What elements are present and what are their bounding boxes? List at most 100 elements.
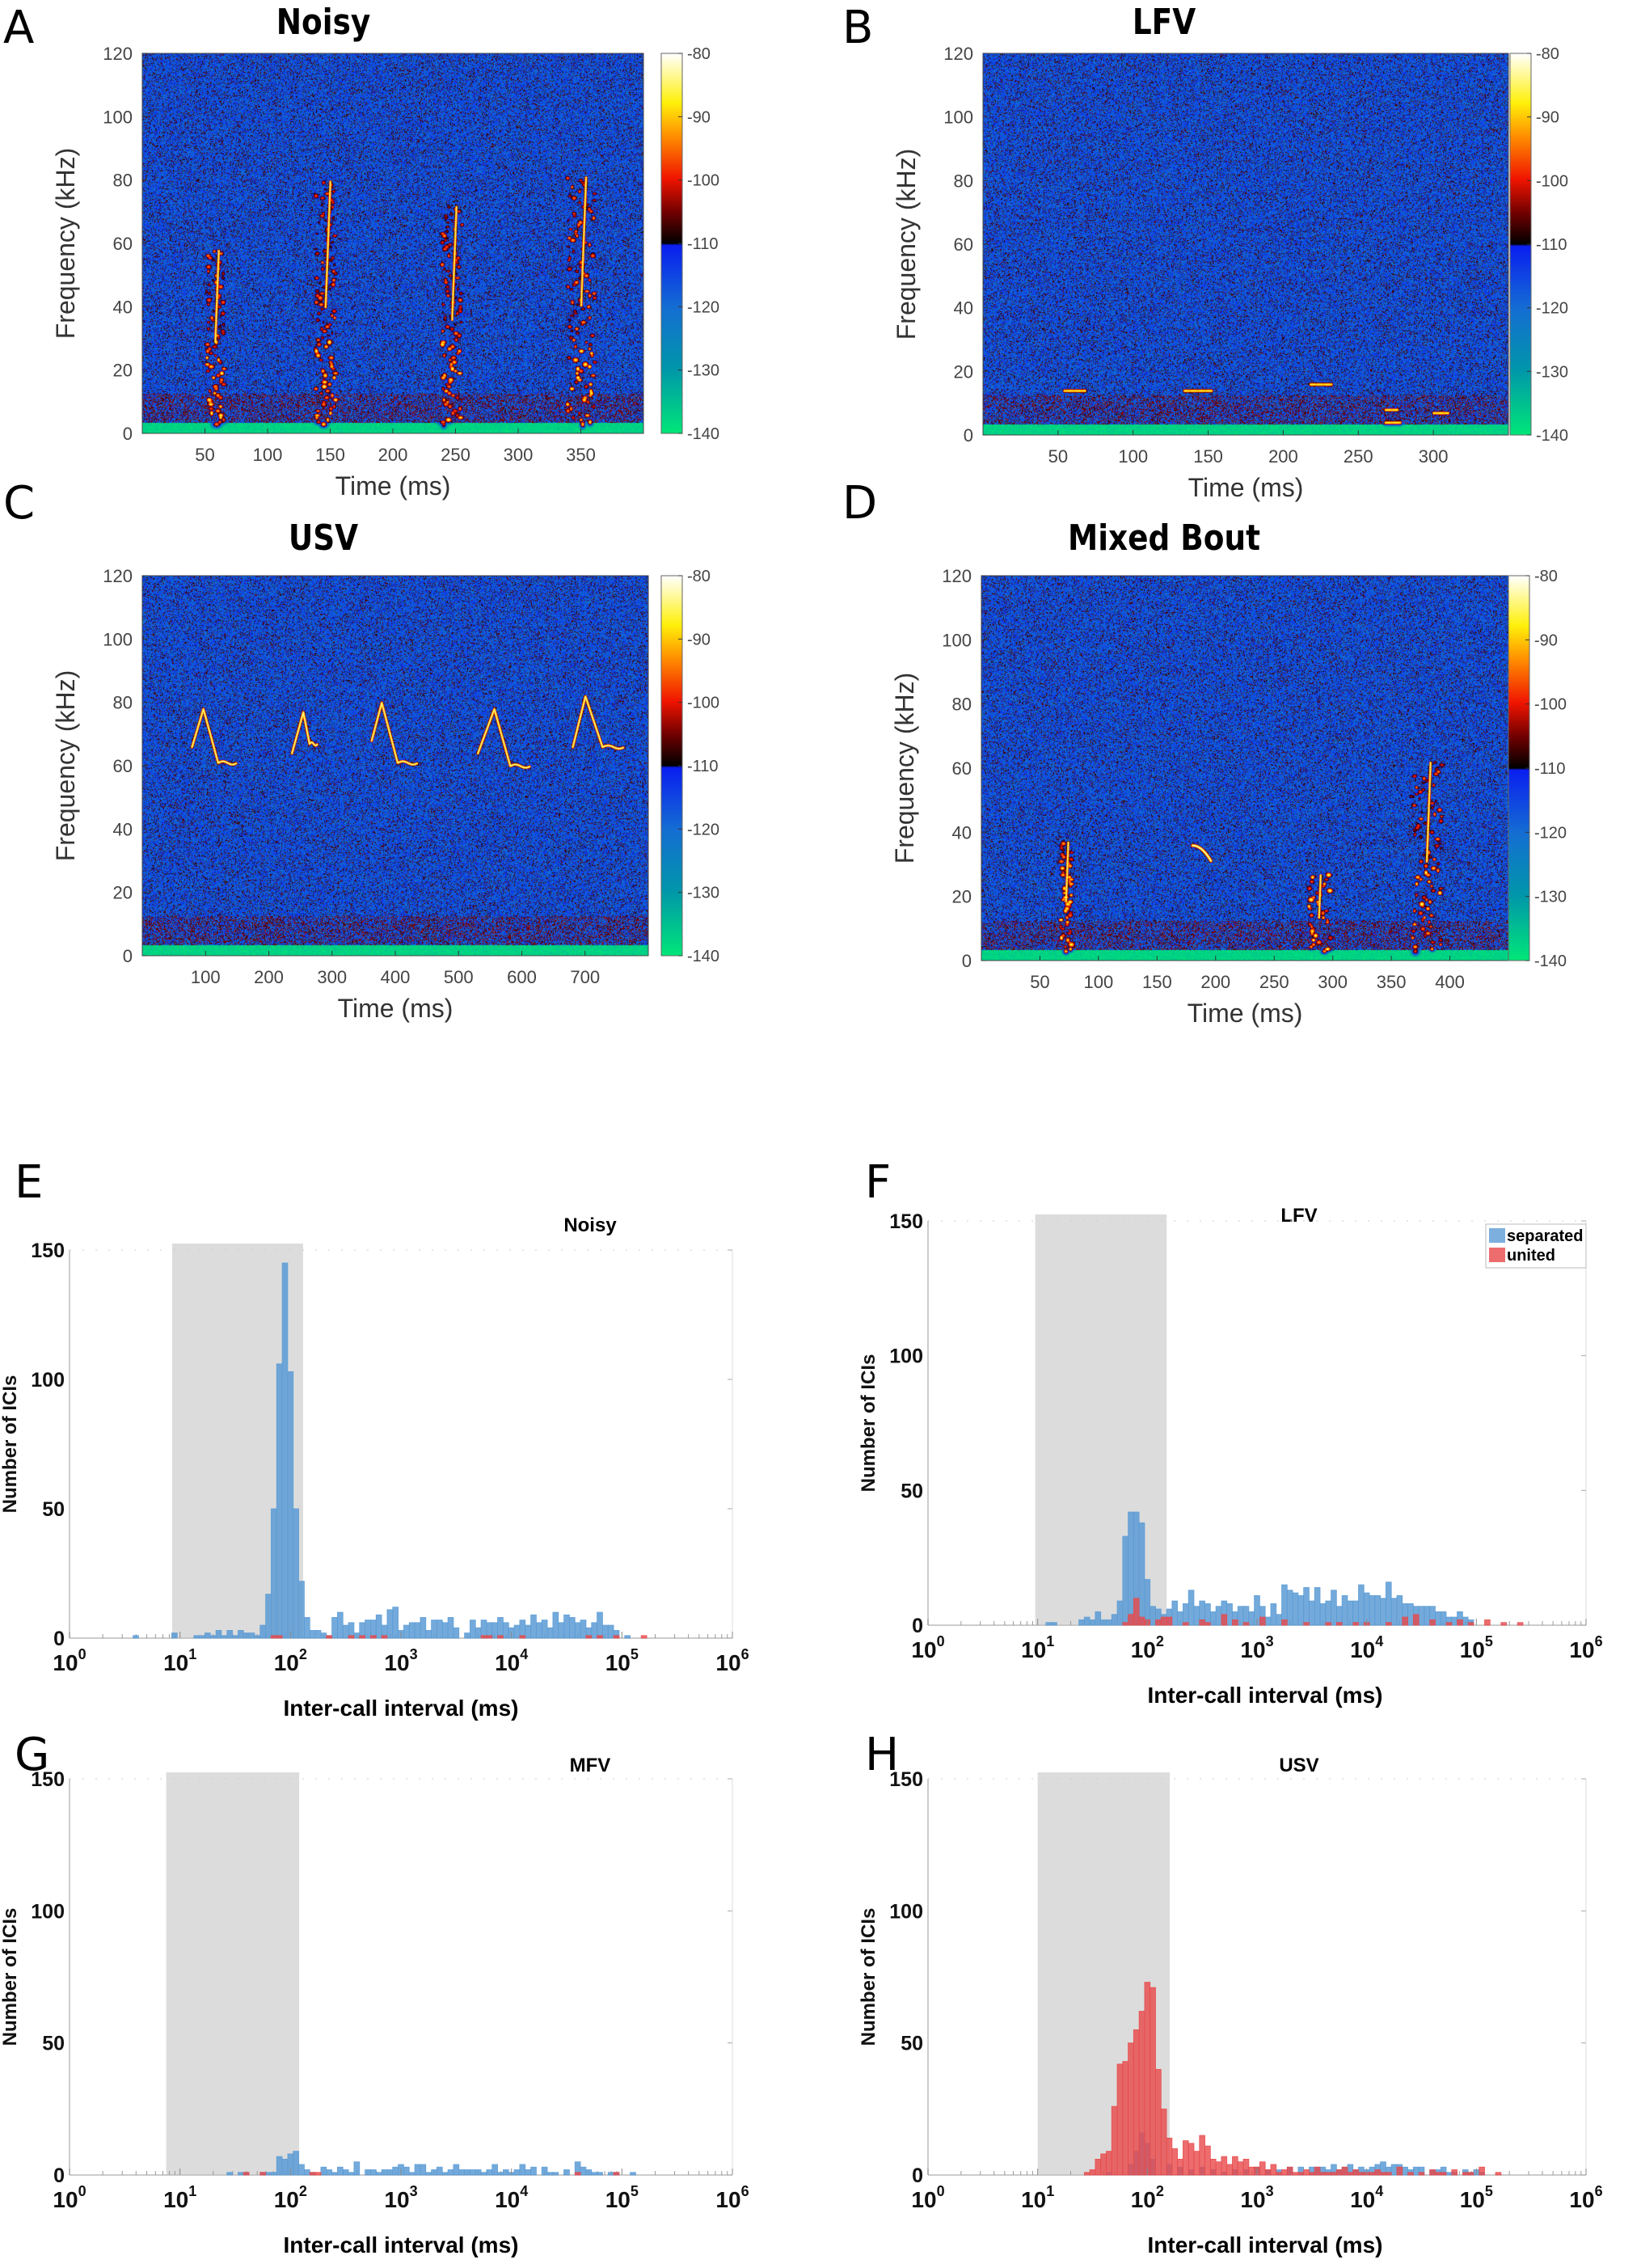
- histogram-bar: [640, 1635, 648, 1639]
- panel-letter: B: [842, 2, 874, 54]
- histogram-bar: [1347, 2172, 1354, 2176]
- histogram-bar: [1166, 2164, 1173, 2176]
- histogram-bar: [1429, 1606, 1436, 1626]
- histogram-bar: [1341, 2166, 1348, 2176]
- histogram-bar: [574, 2172, 581, 2176]
- x-tick-label: 105: [605, 1646, 639, 1675]
- histogram-bar: [1209, 2158, 1217, 2176]
- histogram-bar: [1462, 2172, 1469, 2176]
- histogram-bar: [441, 1622, 449, 1639]
- histogram-bar: [1363, 1622, 1370, 1626]
- y-tick-label: 80: [954, 171, 973, 191]
- histogram-bar: [1106, 2151, 1112, 2176]
- histogram-bar: [591, 1622, 597, 1639]
- y-tick-label: 80: [113, 693, 133, 713]
- histogram-bar: [1281, 1584, 1288, 1626]
- colorbar-tick-label: -140: [1536, 427, 1568, 445]
- histogram-bar: [1221, 2156, 1228, 2176]
- histogram-bar: [464, 1632, 470, 1639]
- y-axis-label: Frequency (kHz): [51, 670, 80, 862]
- x-axis-label: Inter-call interval (ms): [1148, 2232, 1383, 2257]
- histogram-bar: [1402, 1616, 1408, 1626]
- histogram-bar: [276, 1635, 283, 1639]
- x-tick-label: 250: [1344, 446, 1373, 467]
- histogram-bar: [1358, 2172, 1365, 2176]
- histogram-bar: [1303, 1586, 1310, 1626]
- histogram-bar: [1122, 1622, 1128, 1626]
- histogram-bar: [519, 1620, 526, 1639]
- histogram-bar: [1440, 2166, 1447, 2176]
- histogram-bar: [226, 2172, 233, 2176]
- histogram-bar: [563, 2169, 570, 2176]
- x-tick-label: 100: [253, 445, 283, 465]
- histogram-bar: [314, 2172, 322, 2176]
- x-tick-label: 50: [1048, 446, 1068, 467]
- histogram-bar: [464, 2169, 470, 2176]
- histogram-bar: [1177, 2166, 1183, 2176]
- y-tick-label: 120: [103, 44, 133, 64]
- histogram-bar: [271, 1508, 277, 1639]
- x-tick-label: 102: [274, 1646, 307, 1675]
- histogram-bar: [1407, 1603, 1414, 1626]
- y-tick-label: 50: [901, 2033, 923, 2055]
- histogram-bar: [276, 1363, 283, 1639]
- histogram-bar: [326, 2169, 332, 2176]
- histogram-bar: [425, 1630, 432, 1639]
- y-tick-label: 50: [42, 1498, 65, 1521]
- colorbar-tick-label: -90: [1536, 109, 1559, 127]
- panel-letter: C: [3, 477, 36, 530]
- histogram-bar: [359, 1622, 365, 1639]
- histogram-bar: [1319, 2166, 1327, 2176]
- histogram-bar: [1462, 2169, 1469, 2176]
- histogram-bar: [525, 1624, 531, 1639]
- histogram-bar: [1128, 2164, 1134, 2176]
- x-tick-label: 250: [1259, 972, 1289, 992]
- histogram-bar: [1204, 1603, 1211, 1626]
- colorbar-tick-label: -100: [1534, 696, 1567, 714]
- histogram-bar: [1242, 2169, 1250, 2176]
- panel-letter: H: [865, 1729, 900, 1781]
- histogram-bar: [1259, 2161, 1266, 2176]
- histogram-bar: [232, 1635, 238, 1639]
- series-united: [1083, 1982, 1502, 2176]
- colorbar-tick-label: -120: [1534, 824, 1567, 842]
- histogram-bar: [1111, 2105, 1118, 2176]
- y-axis-label: Number of ICIs: [858, 1908, 880, 2046]
- series-united: [1122, 1598, 1524, 1626]
- histogram-bar: [1183, 1622, 1189, 1626]
- histogram-bar: [1352, 2169, 1359, 2176]
- y-tick-label: 60: [952, 758, 972, 779]
- y-tick-label: 0: [964, 425, 973, 446]
- histogram-bar: [392, 1607, 399, 1639]
- x-tick-label: 200: [378, 445, 408, 465]
- x-tick-label: 350: [566, 445, 596, 465]
- histogram-bar: [381, 1635, 388, 1639]
- histogram-bar: [1407, 2169, 1414, 2176]
- colorbar-tick-label: -130: [687, 362, 719, 380]
- histogram-bar: [1451, 2172, 1457, 2176]
- histogram-bar: [326, 1635, 332, 1639]
- histogram-bar: [1331, 2172, 1337, 2176]
- histogram-bar: [1396, 2166, 1403, 2176]
- histogram-bar: [265, 1594, 272, 1639]
- shaded-region: [1037, 1772, 1171, 2175]
- legend-box: [1485, 1223, 1587, 1269]
- histogram-bar: [326, 1635, 332, 1639]
- histogram-bar: [1435, 1611, 1441, 1626]
- colorbar-tick-label: -120: [687, 298, 719, 316]
- histogram-bar: [1335, 1606, 1343, 1626]
- histogram-bar: [508, 2172, 515, 2176]
- histogram-bar: [1199, 2135, 1205, 2176]
- x-axis-label: Inter-call interval (ms): [1148, 1683, 1383, 1708]
- histogram-bar: [1270, 1603, 1277, 1626]
- histogram-bar: [1331, 2164, 1337, 2176]
- histogram-bar: [320, 2166, 327, 2176]
- histogram-bar: [1380, 1598, 1386, 1626]
- histogram-bar: [392, 2166, 399, 2176]
- histogram-bar: [1199, 1600, 1205, 1626]
- panel-letter: F: [865, 1156, 892, 1209]
- x-axis-label: Time (ms): [1188, 999, 1303, 1028]
- histogram-bar: [546, 2172, 554, 2176]
- histogram-bar: [558, 1622, 564, 1639]
- histogram-bar: [348, 1622, 355, 1639]
